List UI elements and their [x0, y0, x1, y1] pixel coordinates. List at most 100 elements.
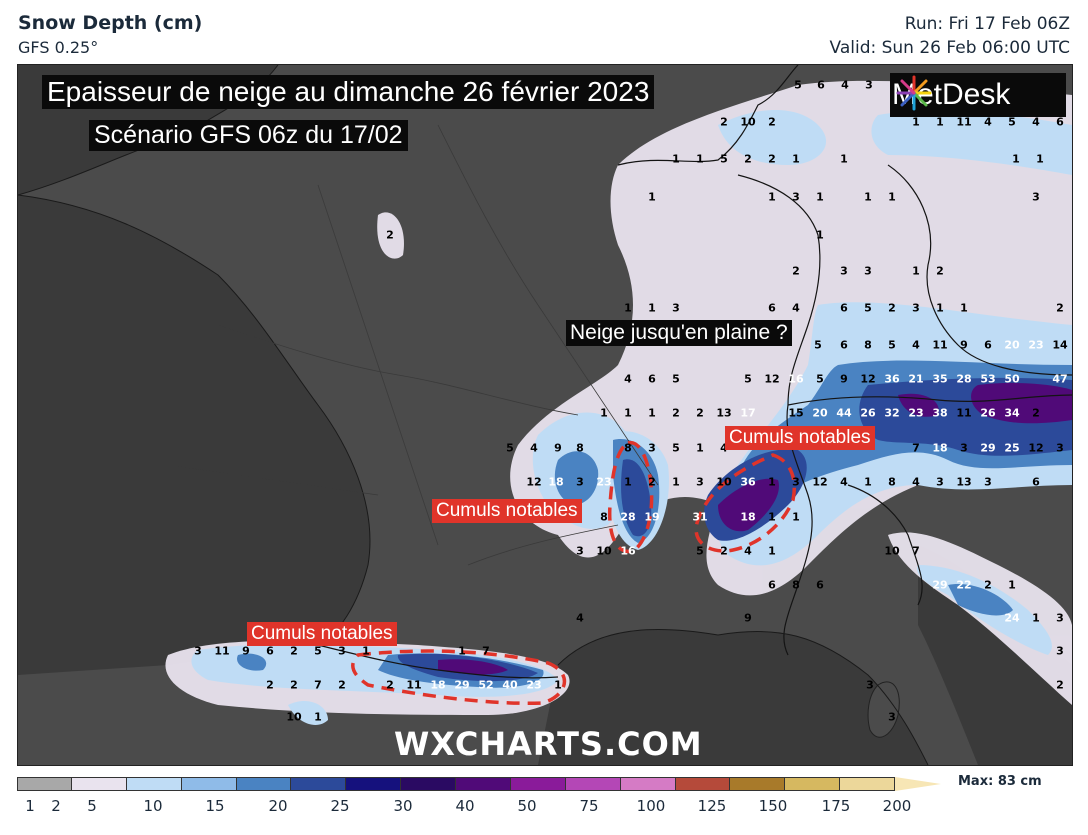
snow-depth-value: 17: [740, 406, 756, 420]
snow-depth-value: 26: [860, 406, 876, 420]
snow-depth-value: 4: [720, 441, 728, 455]
snow-depth-value: 8: [864, 338, 872, 352]
snow-depth-value: 1: [768, 510, 776, 524]
scale-swatch: [456, 777, 511, 791]
snow-depth-value: 1: [936, 115, 944, 129]
snow-depth-value: 3: [866, 678, 874, 692]
scale-tick-label: 10: [143, 797, 163, 815]
cumul-annotation-pyrenees: Cumuls notables: [247, 622, 397, 646]
scale-tick-label: 175: [821, 797, 851, 815]
snow-depth-value: 2: [672, 406, 680, 420]
snow-depth-value: 5: [814, 338, 822, 352]
snow-depth-value: 1: [624, 406, 632, 420]
snow-depth-value: 4: [744, 544, 752, 558]
map-title: Epaisseur de neige au dimanche 26 févrie…: [42, 75, 655, 109]
snow-depth-value: 6: [648, 372, 656, 386]
snow-depth-value: 12: [764, 372, 780, 386]
scale-tick-label: 20: [268, 797, 288, 815]
snow-depth-value: 3: [840, 264, 848, 278]
snow-depth-value: 3: [865, 78, 873, 92]
scale-swatch: [291, 777, 347, 791]
snow-depth-value: 10: [596, 544, 612, 558]
snow-depth-value: 18: [430, 678, 446, 692]
snow-depth-value: 1: [648, 406, 656, 420]
snow-depth-map[interactable]: 5 6 4 3 2 10 2 1 1 11 4 5 4 6 1 1 5 2 2 1 1 1 1 1 1 3 1 1 1 3 2 1 2 3 3 1 2 1…: [17, 64, 1073, 766]
snow-depth-value: 14: [1052, 338, 1068, 352]
snow-depth-value: 40: [502, 678, 518, 692]
snow-depth-value: 1: [792, 510, 800, 524]
snow-depth-value: 6: [768, 301, 776, 315]
snow-depth-value: 23: [1028, 338, 1044, 352]
snow-depth-value: 2: [984, 578, 992, 592]
mediterranean-sea: [538, 629, 928, 765]
snow-depth-value: 26: [980, 406, 996, 420]
snow-depth-value: 2: [266, 678, 274, 692]
snow-depth-value: 23: [526, 678, 542, 692]
snow-depth-value: 8: [600, 510, 608, 524]
snow-depth-value: 6: [840, 301, 848, 315]
snow-depth-value: 1: [864, 475, 872, 489]
snow-depth-value: 22: [956, 578, 972, 592]
snow-depth-value: 12: [812, 475, 828, 489]
snow-depth-value: 5: [816, 372, 824, 386]
max-value-label: Max: 83 cm: [958, 774, 1042, 789]
snow-depth-value: 3: [960, 441, 968, 455]
snow-depth-value: 3: [864, 264, 872, 278]
scale-swatch: [785, 777, 841, 791]
snow-depth-value: 5: [314, 644, 322, 658]
region-lines: [167, 124, 659, 566]
snow-depth-value: 35: [932, 372, 948, 386]
scale-ticks: 1 2 5 10 15 20 25 30 40 50 75 100 125 150 175 200: [0, 797, 1088, 817]
snow-depth-value: 6: [266, 644, 274, 658]
snow-depth-value: 23: [908, 406, 924, 420]
snow-depth-value: 50: [1004, 372, 1020, 386]
scale-swatch: [620, 777, 676, 791]
snow-depth-value: 1: [624, 475, 632, 489]
snow-depth-value: 5: [672, 441, 680, 455]
snow-depth-value: 1: [768, 544, 776, 558]
snow-depth-value: 23: [596, 475, 612, 489]
scale-tick-label: 2: [51, 797, 61, 815]
snow-depth-value: 4: [624, 372, 632, 386]
snow-depth-value: 16: [788, 372, 804, 386]
scale-swatch: [236, 777, 292, 791]
snow-depth-value: 2: [888, 301, 896, 315]
snow-depth-value: 44: [836, 406, 852, 420]
snow-depth-value: 6: [1056, 115, 1064, 129]
snow-depth-value: 2: [768, 152, 776, 166]
snow-depth-value: 2: [386, 228, 394, 242]
scale-swatch: [71, 777, 127, 791]
snow-depth-value: 4: [840, 475, 848, 489]
snow-depth-value: 1: [912, 115, 920, 129]
corsica-island: [867, 681, 900, 738]
snow-depth-value: 10: [286, 710, 302, 724]
snow-depth-value: 1: [648, 301, 656, 315]
snow-depth-value: 1: [840, 152, 848, 166]
snow-depth-value: 7: [912, 441, 920, 455]
scale-swatch: [401, 777, 456, 791]
snow-depth-value: 2: [720, 115, 728, 129]
scale-swatch: [126, 777, 182, 791]
snow-depth-value: 7: [314, 678, 322, 692]
country-borders: [317, 65, 1072, 679]
atlantic-sea: [18, 195, 370, 645]
snow-depth-value: 5: [672, 372, 680, 386]
snow-depth-value: 34: [1004, 406, 1020, 420]
snow-depth-value: 2: [792, 264, 800, 278]
snow-depth-value: 2: [696, 406, 704, 420]
snow-depth-value: 11: [932, 338, 948, 352]
snow-depth-value: 6: [817, 78, 825, 92]
snow-depth-value: 3: [792, 475, 800, 489]
snow-depth-value: 3: [576, 475, 584, 489]
snow-depth-value: 1: [314, 710, 322, 724]
snow-depth-value: 1: [936, 301, 944, 315]
snow-depth-value: 1: [600, 406, 608, 420]
snow-depth-value: 1: [1008, 578, 1016, 592]
scale-swatch: [565, 777, 621, 791]
snow-depth-value: 12: [1028, 441, 1044, 455]
snow-depth-value: 9: [242, 644, 250, 658]
snow-depth-value: 2: [338, 678, 346, 692]
snow-depth-value: 29: [980, 441, 996, 455]
snow-depth-value: 18: [740, 510, 756, 524]
snow-depth-value: 3: [1056, 644, 1064, 658]
